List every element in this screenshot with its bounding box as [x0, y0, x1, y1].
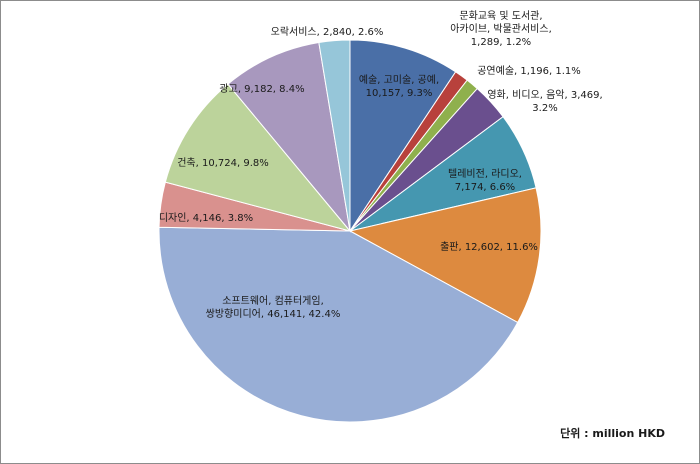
- slice-label-10: 광고, 9,182, 8.4%: [219, 83, 304, 95]
- unit-label: 단위 : million HKD: [560, 427, 665, 440]
- slice-label-line: 오락서비스, 2,840, 2.6%: [271, 26, 384, 38]
- slice-label-line: 건축, 10,724, 9.8%: [177, 157, 269, 169]
- slice-label-8: 디자인, 4,146, 3.8%: [159, 212, 253, 224]
- pie-slice-6: [348, 187, 542, 324]
- pie-slice-9: [164, 83, 352, 232]
- pie-slices: [158, 39, 542, 423]
- slice-labels: 예술, 고미술, 공예, 10,157, 9.3% 문화교육 및 도서관, 아카이브,…: [159, 10, 603, 320]
- slice-label-line: 디자인, 4,146, 3.8%: [159, 212, 253, 224]
- pie-slice-10: [227, 41, 351, 233]
- slice-label-11: 오락서비스, 2,840, 2.6%: [271, 26, 384, 38]
- slice-label-line: 출판, 12,602, 11.6%: [440, 241, 538, 253]
- slice-label-line: 10,157, 9.3%: [366, 88, 433, 99]
- pie-slice-11: [318, 39, 351, 232]
- slice-label-6: 출판, 12,602, 11.6%: [440, 241, 538, 253]
- slice-label-line: 문화교육 및 도서관,: [459, 10, 542, 22]
- slice-label-line: 3.2%: [532, 103, 557, 114]
- pie-slice-7: [158, 226, 519, 423]
- slice-label-3: 공연예술, 1,196, 1.1%: [477, 65, 581, 77]
- pie-slice-1: [349, 39, 457, 233]
- slice-label-line: 텔레비전, 라디오,: [448, 168, 522, 180]
- slice-label-line: 영화, 비디오, 음악, 3,469,: [487, 89, 602, 101]
- slice-label-2: 문화교육 및 도서관, 아카이브, 박물관서비스, 1,289, 1.2%: [450, 10, 552, 48]
- slice-label-line: 예술, 고미술, 공예,: [359, 74, 439, 86]
- slice-label-line: 소프트웨어, 컴퓨터게임,: [222, 294, 324, 307]
- slice-label-line: 1,289, 1.2%: [471, 37, 531, 48]
- slice-label-line: 쌍방향미디어, 46,141, 42.4%: [206, 308, 341, 320]
- slice-label-7: 소프트웨어, 컴퓨터게임, 쌍방향미디어, 46,141, 42.4%: [206, 294, 341, 320]
- slice-label-line: 7,174, 6.6%: [455, 182, 515, 193]
- slice-label-line: 공연예술, 1,196, 1.1%: [477, 65, 581, 77]
- slice-label-line: 아카이브, 박물관서비스,: [450, 23, 552, 35]
- slice-label-1: 예술, 고미술, 공예, 10,157, 9.3%: [359, 74, 439, 99]
- slice-label-5: 텔레비전, 라디오, 7,174, 6.6%: [448, 168, 522, 193]
- slice-label-line: 광고, 9,182, 8.4%: [219, 83, 304, 95]
- slice-label-4: 영화, 비디오, 음악, 3,469, 3.2%: [487, 89, 602, 114]
- slice-label-9: 건축, 10,724, 9.8%: [177, 157, 269, 169]
